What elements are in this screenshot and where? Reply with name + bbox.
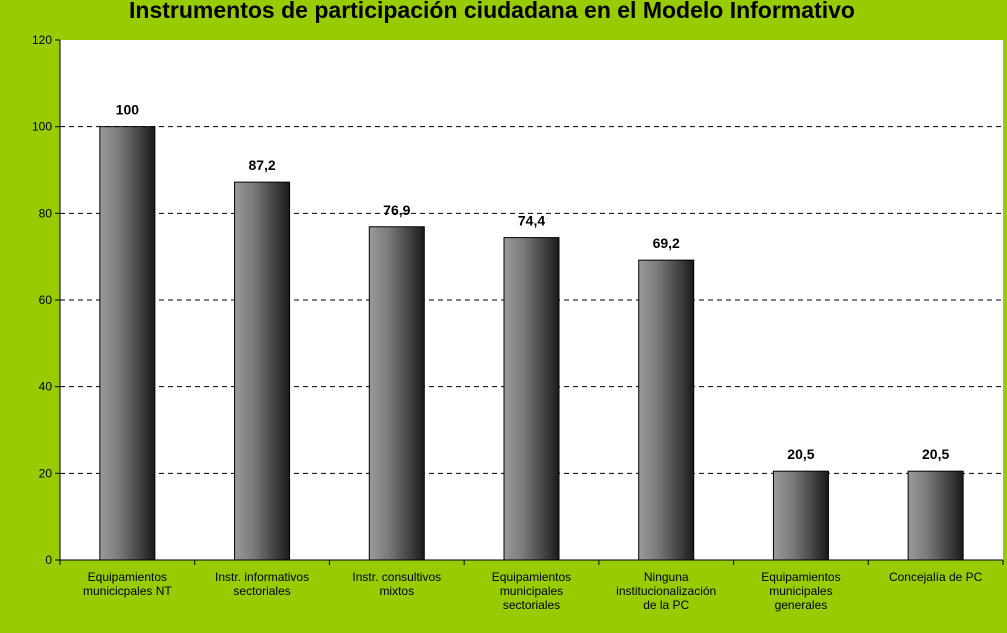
category-label: Ninguna institucionalización de la PC: [616, 570, 716, 612]
y-tick-label: 120: [32, 33, 52, 47]
category-label: Equipamientos municipales sectoriales: [492, 570, 571, 612]
category-label: Equipamientos municicpales NT: [83, 570, 172, 598]
data-label: 76,9: [383, 202, 410, 218]
y-tick-label: 40: [39, 380, 53, 394]
bar: [638, 259, 695, 561]
bars: [99, 126, 964, 561]
category-label: Equipamientos municipales generales: [761, 570, 840, 612]
category-label: Instr. informativos sectoriales: [215, 570, 309, 598]
bar: [368, 226, 425, 561]
data-label: 74,4: [518, 213, 545, 229]
y-tick-label: 100: [32, 120, 52, 134]
bar: [234, 181, 291, 561]
y-tick-label: 80: [39, 206, 53, 220]
data-label: 100: [116, 102, 140, 118]
data-label: 20,5: [922, 446, 949, 462]
bar: [99, 126, 156, 561]
data-labels: 100 87,2 76,9 74,4 69,2 20,5 20,5: [116, 102, 950, 462]
y-tick-label: 0: [45, 553, 52, 567]
bar: [772, 470, 829, 561]
y-tick-label: 20: [39, 466, 53, 480]
data-label: 20,5: [787, 446, 814, 462]
category-label: Concejalía de PC: [889, 570, 983, 584]
chart-title: Instrumentos de participación ciudadana …: [129, 0, 855, 23]
category-labels: Equipamientos municicpales NT Instr. infor…: [83, 570, 983, 612]
y-tick-label: 60: [39, 293, 53, 307]
data-label: 87,2: [248, 157, 275, 173]
bar: [503, 237, 560, 561]
category-label: Instr. consultivos mixtos: [352, 570, 441, 598]
data-label: 69,2: [653, 235, 680, 251]
bar: [907, 470, 964, 561]
